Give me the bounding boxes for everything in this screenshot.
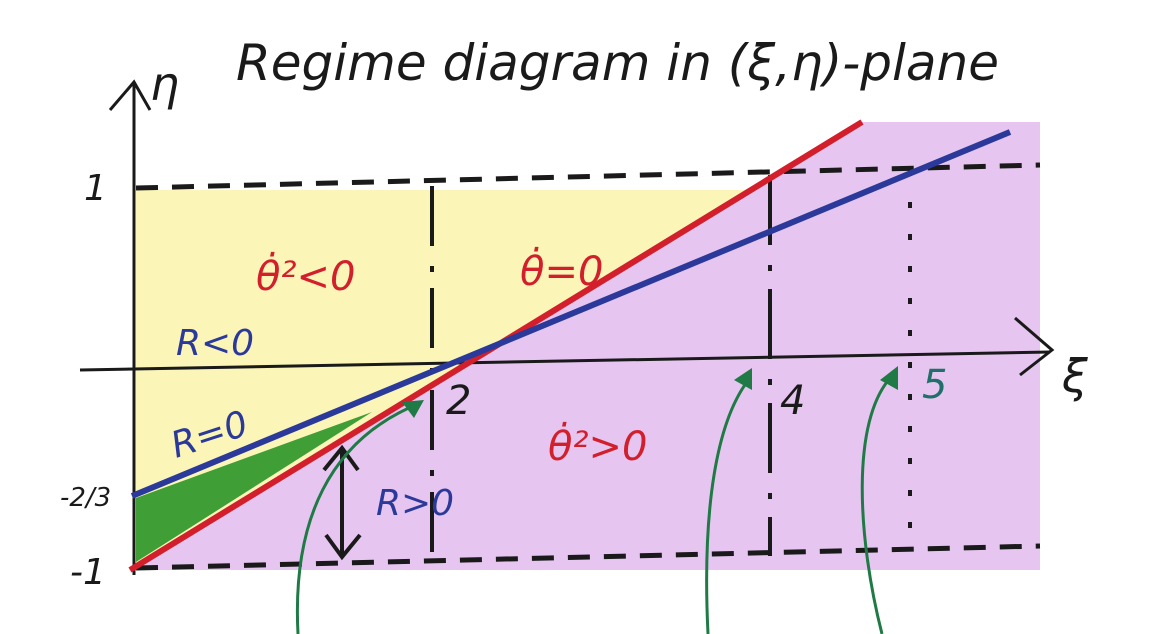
green-arrow-to-5 bbox=[860, 374, 894, 634]
eta-axis-arrowhead bbox=[108, 79, 152, 111]
green-arrow-to-2 bbox=[295, 402, 419, 634]
xi-axis-label: ξ bbox=[1061, 349, 1088, 403]
label-theta-sq-positive: θ̇²>0 bbox=[548, 421, 647, 470]
green-arrowhead-2 bbox=[402, 400, 424, 418]
purple-region bbox=[132, 122, 1040, 570]
green-arrow-to-4 bbox=[705, 377, 752, 634]
xi-axis-arrowhead bbox=[1014, 316, 1055, 377]
marker-4: 4 bbox=[780, 378, 805, 424]
label-r-positive: R>0 bbox=[376, 483, 454, 524]
xi-axis bbox=[79, 350, 1051, 372]
marker-2: 2 bbox=[446, 378, 471, 424]
double-arrow-bottom-head bbox=[324, 533, 362, 561]
y-tick-minus-1: -1 bbox=[70, 552, 106, 593]
eta-axis-label: η bbox=[150, 57, 179, 111]
green-arrowhead-5 bbox=[880, 366, 898, 390]
label-r-negative: R<0 bbox=[176, 323, 254, 364]
double-arrow-top-head bbox=[322, 444, 360, 472]
blue-line bbox=[130, 129, 1012, 499]
green-region bbox=[136, 412, 372, 562]
eta-minus-one-dashed-line bbox=[135, 543, 1041, 571]
marker-5: 5 bbox=[922, 362, 947, 408]
label-theta-sq-negative: θ̇²<0 bbox=[256, 251, 355, 300]
diagram-title: Regime diagram in (ξ,η)-plane bbox=[236, 34, 999, 92]
green-arrowhead-4 bbox=[734, 368, 752, 390]
eta-one-dashed-line bbox=[135, 162, 1041, 191]
y-tick-1: 1 bbox=[84, 168, 107, 209]
y-tick-minus-two-thirds: -2/3 bbox=[60, 483, 111, 513]
label-theta-dot-zero: θ̇=0 bbox=[520, 246, 603, 295]
